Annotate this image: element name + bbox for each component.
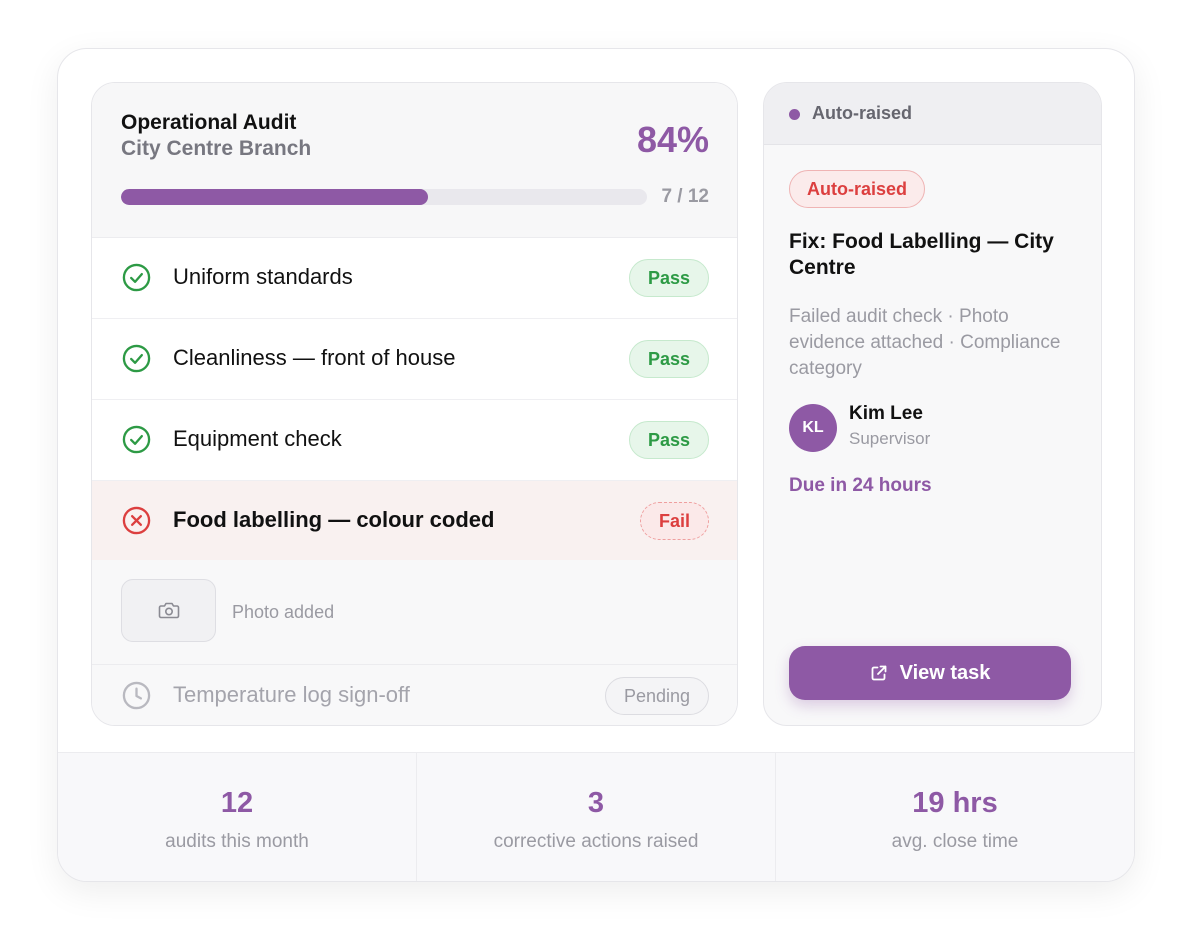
stat-close-time: 19 hrs avg. close time [776, 753, 1134, 881]
task-due-date: Due in 24 hours [789, 475, 932, 496]
checklist-item-label: Cleanliness — front of house [173, 345, 456, 370]
task-title: Fix: Food Labelling — City Centre [789, 230, 1054, 279]
stat-value: 19 hrs [912, 787, 998, 819]
stat-audits: 12 audits this month [58, 753, 417, 881]
stat-value: 12 [220, 787, 254, 819]
camera-icon [158, 602, 180, 619]
audit-branch: City Centre Branch [121, 137, 312, 160]
checklist-item-equipment[interactable]: Equipment check Pass [92, 400, 737, 481]
status-badge-pass: Pass [628, 259, 709, 297]
task-panel-header: Auto-raised [764, 83, 1101, 145]
corrective-task-panel: Auto-raised Auto-raised Fix: Food Labell… [763, 82, 1102, 726]
status-badge-fail: Fail [639, 502, 709, 540]
audit-panel: Operational Audit City Centre Branch 84%… [91, 82, 738, 726]
view-task-button[interactable]: View task [789, 646, 1071, 700]
checklist-item-label: Uniform standards [173, 264, 353, 289]
status-badge-pass: Pass [628, 340, 709, 378]
checklist-item-cleanliness[interactable]: Cleanliness — front of house Pass [92, 319, 737, 400]
checklist-item-uniform[interactable]: Uniform standards Pass [92, 238, 737, 319]
audit-header: Operational Audit City Centre Branch 84%… [92, 83, 737, 238]
stat-label: avg. close time [891, 831, 1019, 852]
audit-score: 84% [636, 119, 709, 160]
external-link-icon [871, 665, 886, 681]
photo-thumbnail[interactable] [121, 579, 216, 642]
stat-label: audits this month [165, 831, 309, 852]
checklist-item-label: Temperature log sign-off [173, 682, 410, 707]
status-dot-icon [789, 109, 800, 120]
status-badge-pass: Pass [628, 421, 709, 459]
checklist-item-label: Equipment check [173, 426, 342, 451]
assignee-role: Supervisor [849, 429, 931, 448]
task-header-label: Auto-raised [812, 103, 913, 123]
check-circle-icon [122, 425, 151, 454]
task-description: Failed audit check · Photo evidence atta… [789, 306, 1061, 379]
auto-raised-badge: Auto-raised [789, 170, 926, 208]
status-badge-pending: Pending [604, 677, 709, 715]
stat-corrective-actions: 3 corrective actions raised [417, 753, 776, 881]
assignee-name: Kim Lee [849, 403, 923, 424]
checklist-item-label: Food labelling — colour coded [173, 507, 495, 532]
x-circle-icon [122, 506, 151, 535]
audit-progress-count: 7 / 12 [661, 186, 709, 207]
check-circle-icon [122, 344, 151, 373]
check-circle-icon [122, 263, 151, 292]
avatar: KL [789, 404, 837, 452]
audit-summary-card: Operational Audit City Centre Branch 84%… [57, 48, 1135, 882]
audit-progress-fill [121, 189, 428, 205]
checklist-item-temperature-log[interactable]: Temperature log sign-off Pending [92, 665, 737, 725]
photo-evidence-row: Photo added [92, 560, 737, 665]
checklist-item-food-labelling[interactable]: Food labelling — colour coded Fail [92, 481, 737, 562]
stat-value: 3 [587, 787, 605, 819]
audit-title: Operational Audit [121, 111, 297, 134]
photo-added-label: Photo added [232, 602, 335, 622]
view-task-label: View task [899, 661, 991, 684]
stat-label: corrective actions raised [493, 831, 699, 852]
clock-icon [122, 681, 151, 710]
stats-bar: 12 audits this month 3 corrective action… [58, 752, 1134, 881]
audit-progress-bar [121, 189, 647, 205]
